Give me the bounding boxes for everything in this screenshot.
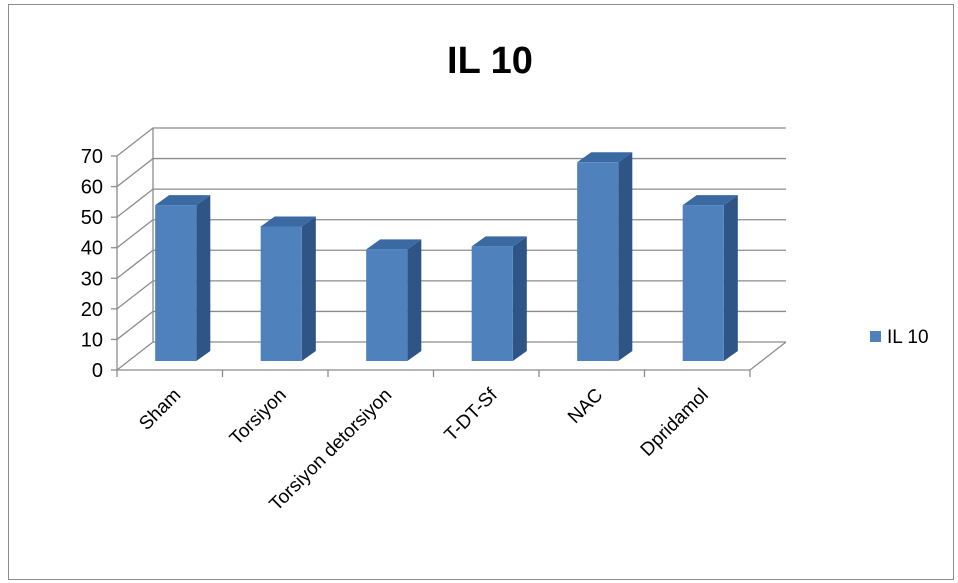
bar-front-3 — [471, 246, 513, 361]
bar-0 — [155, 195, 211, 361]
x-tick-label-3: T-DT-Sf — [441, 384, 503, 446]
gridline-30 — [116, 249, 786, 279]
bar-2 — [366, 239, 422, 361]
y-tick-label-60: 60 — [81, 177, 103, 199]
bar-side-4 — [618, 152, 633, 361]
y-tick-label-50: 50 — [81, 207, 103, 229]
bar-front-5 — [682, 205, 724, 361]
bar-top-4 — [577, 152, 633, 163]
legend-label: IL 10 — [887, 327, 929, 348]
gridline-10 — [116, 310, 786, 340]
chart-walls — [152, 128, 787, 371]
bar-side-0 — [196, 195, 211, 361]
bar-side-5 — [723, 195, 738, 361]
y-tick-label-30: 30 — [81, 268, 103, 290]
gridline-60 — [116, 157, 786, 188]
y-tick-label-40: 40 — [81, 238, 103, 260]
bar-1 — [260, 216, 316, 361]
gridlines — [116, 127, 786, 371]
bar-top-5 — [682, 195, 738, 206]
bar-top-1 — [260, 216, 316, 227]
bar-4 — [577, 152, 633, 361]
bar-front-4 — [577, 162, 619, 361]
legend-swatch — [870, 331, 881, 342]
bar-side-2 — [407, 239, 422, 361]
y-tick-label-10: 10 — [81, 329, 103, 351]
bar-top-3 — [471, 236, 527, 247]
gridline-40 — [116, 219, 786, 249]
bars — [155, 152, 738, 361]
gridline-20 — [116, 280, 786, 310]
floor-right-edge — [749, 341, 787, 371]
bar-front-2 — [366, 249, 408, 361]
legend: IL 10 — [870, 327, 929, 348]
y-tick-label-20: 20 — [81, 299, 103, 321]
gridline-0 — [116, 341, 786, 371]
bar-top-2 — [366, 239, 422, 250]
y-tick-label-0: 0 — [92, 360, 103, 382]
y-tick-label-70: 70 — [81, 146, 103, 168]
gridline-50 — [116, 188, 786, 218]
x-tick-label-0: Sham — [135, 385, 185, 435]
bar-3 — [471, 236, 527, 361]
bar-front-1 — [260, 226, 302, 361]
bar-side-3 — [512, 236, 527, 361]
x-tick-label-1: Torsiyon — [226, 385, 291, 450]
bar-front-0 — [155, 205, 197, 361]
y-axis-tick-labels: 0 10 20 30 40 50 60 70 — [81, 146, 103, 382]
x-tick-label-4: NAC — [564, 385, 607, 428]
bar-side-1 — [301, 216, 316, 361]
gridline-70 — [116, 127, 786, 157]
bar-5 — [682, 195, 738, 361]
bar-top-0 — [155, 195, 211, 206]
x-tick-label-5: Dpridamol — [637, 385, 713, 461]
axes — [111, 155, 751, 377]
chart-title: IL 10 — [447, 40, 533, 82]
